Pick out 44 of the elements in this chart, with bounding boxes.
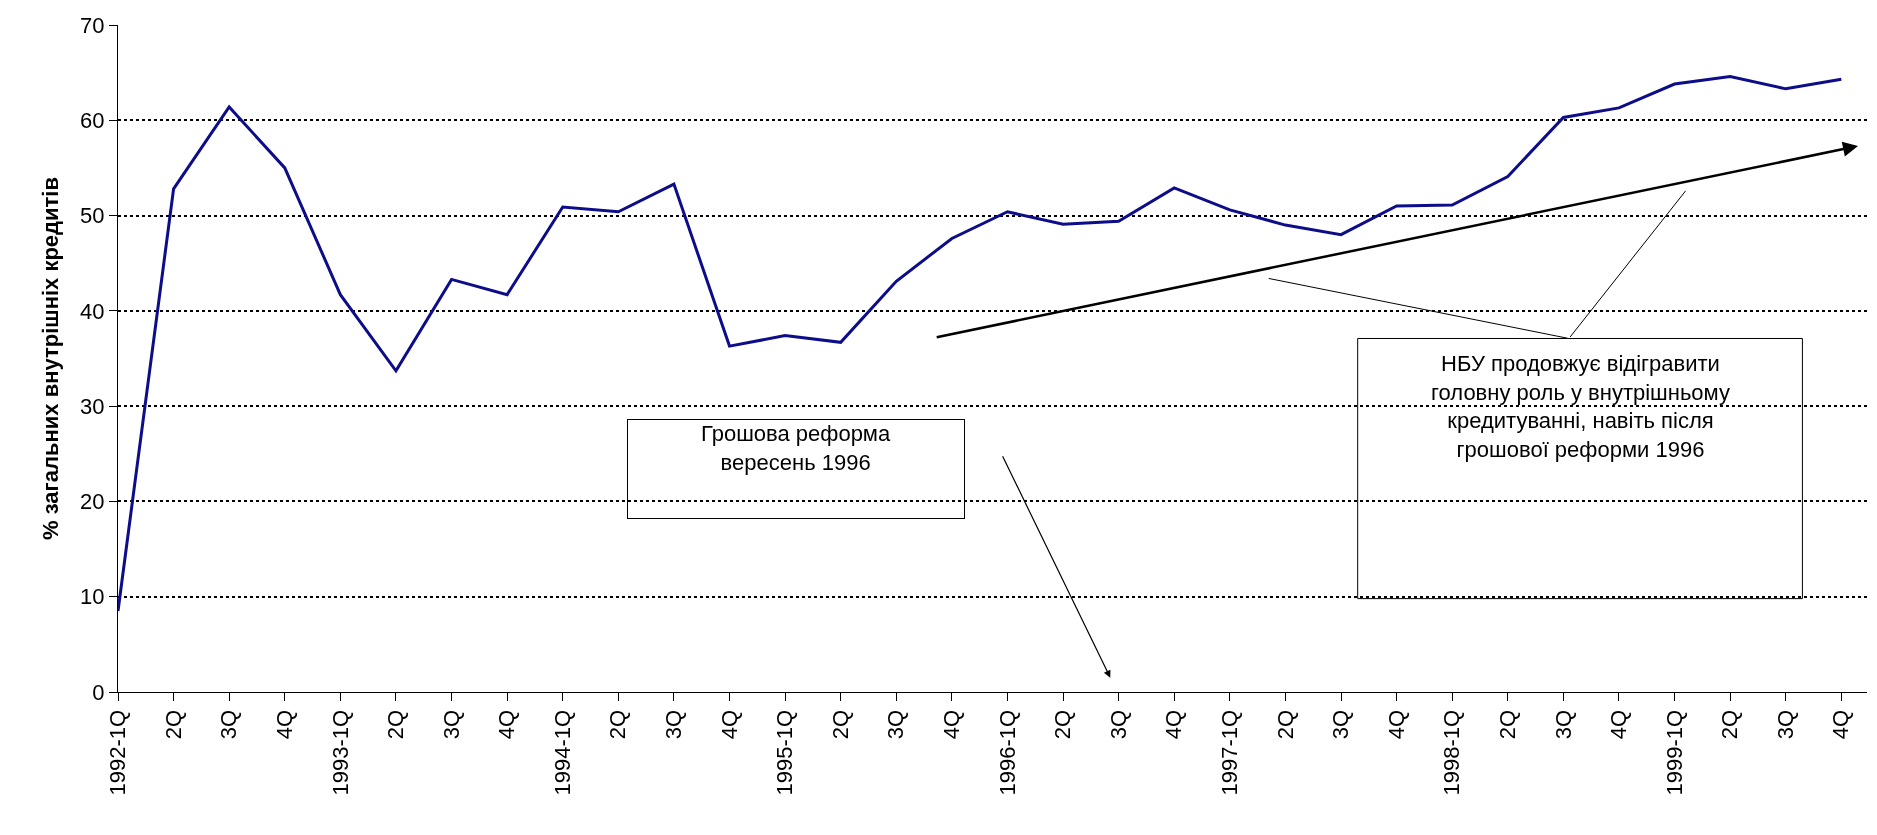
x-tick-label: 3Q bbox=[1105, 709, 1131, 740]
x-tick-label: 4Q bbox=[1383, 709, 1409, 740]
y-axis-title: % загальних внутрішніх кредитів bbox=[37, 177, 63, 540]
x-tick-label: 2Q bbox=[160, 709, 186, 740]
x-tick-label: 1997-1Q bbox=[1216, 709, 1242, 796]
x-tick-label: 3Q bbox=[661, 709, 687, 740]
y-tick-label: 30 bbox=[80, 393, 105, 419]
x-tick-label: 4Q bbox=[494, 709, 520, 740]
y-tick-label: 10 bbox=[80, 584, 105, 610]
x-tick-label: 3Q bbox=[883, 709, 909, 740]
y-tick-label: 70 bbox=[80, 12, 105, 38]
x-tick-label: 3Q bbox=[1550, 709, 1576, 740]
x-tick-label: 2Q bbox=[1272, 709, 1298, 740]
x-tick-label: 2Q bbox=[1050, 709, 1076, 740]
x-tick-label: 2Q bbox=[1494, 709, 1520, 740]
line-series bbox=[118, 74, 1843, 613]
x-tick-label: 4Q bbox=[1161, 709, 1187, 740]
x-tick-label: 2Q bbox=[1717, 709, 1743, 740]
annotation: НБУ продовжує відігравити головну роль у внутрішньому кредитуванні, навіть після грошової реформи 1996 bbox=[1431, 351, 1730, 462]
x-tick-label: 1993-1Q bbox=[327, 709, 353, 796]
x-tick-label: 3Q bbox=[216, 709, 242, 740]
x-tick-label: 2Q bbox=[827, 709, 853, 740]
x-tick-label: 3Q bbox=[438, 709, 464, 740]
y-tick-label: 40 bbox=[80, 298, 105, 324]
y-tick-label: 20 bbox=[80, 489, 105, 515]
x-tick-label: 4Q bbox=[1606, 709, 1632, 740]
x-tick-label: 4Q bbox=[271, 709, 297, 740]
x-tick-label: 2Q bbox=[383, 709, 409, 740]
x-tick-label: 1992-1Q bbox=[105, 709, 131, 796]
x-tick-label: 1999-1Q bbox=[1661, 709, 1687, 796]
x-tick-label: 1998-1Q bbox=[1439, 709, 1465, 796]
x-tick-label: 4Q bbox=[716, 709, 742, 740]
x-tick-label: 1994-1Q bbox=[549, 709, 575, 796]
x-tick-label: 4Q bbox=[939, 709, 965, 740]
x-tick-label: 4Q bbox=[1828, 709, 1854, 740]
x-tick-label: 2Q bbox=[605, 709, 631, 740]
x-tick-label: 3Q bbox=[1772, 709, 1798, 740]
x-tick-label: 1996-1Q bbox=[994, 709, 1020, 796]
y-tick-label: 50 bbox=[80, 203, 105, 229]
y-tick-label: 0 bbox=[92, 679, 105, 705]
annotation: Грошова реформа вересень 1996 bbox=[701, 421, 891, 475]
x-tick-label: 1995-1Q bbox=[772, 709, 798, 796]
y-tick-label: 60 bbox=[80, 107, 105, 133]
x-tick-label: 3Q bbox=[1328, 709, 1354, 740]
